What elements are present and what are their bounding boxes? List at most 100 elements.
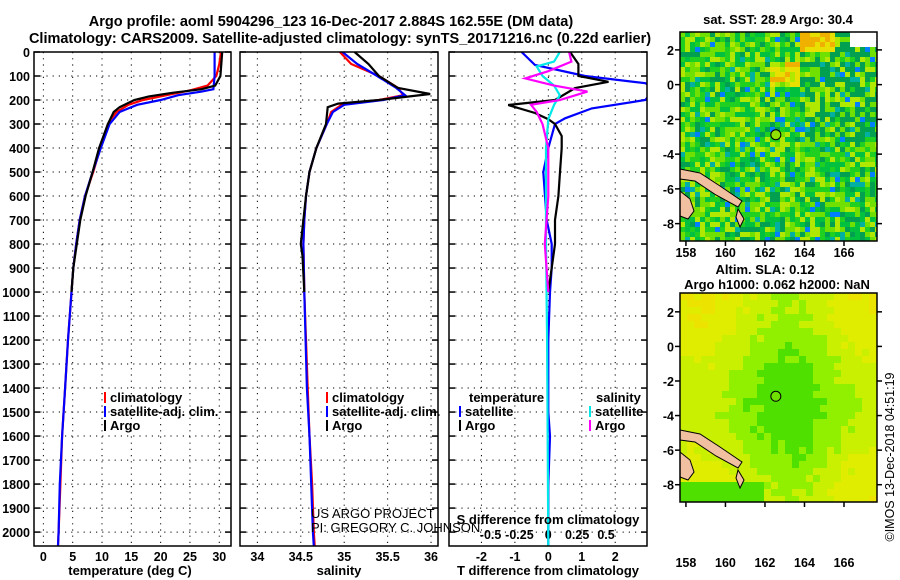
map-cell	[740, 97, 745, 102]
map-cell	[715, 42, 720, 47]
map-cell	[680, 112, 685, 117]
map-cell	[825, 42, 830, 47]
map-cell	[725, 217, 730, 222]
map-cell	[757, 307, 764, 314]
map-cell	[690, 107, 695, 112]
map-cell	[827, 328, 834, 335]
map-cell	[720, 172, 725, 177]
map-cell	[690, 232, 695, 237]
map-cell	[705, 87, 710, 92]
map-cell	[722, 384, 729, 391]
map-cell	[792, 321, 799, 328]
map-cell	[730, 137, 735, 142]
map-cell	[850, 52, 855, 57]
s-diff-tick-label: -0.25	[505, 528, 534, 542]
map-cell	[785, 127, 790, 132]
map-cell	[700, 212, 705, 217]
map-cell	[820, 227, 825, 232]
map-cell	[770, 192, 775, 197]
map-cell	[695, 122, 700, 127]
map-cell	[720, 32, 725, 37]
map-cell	[729, 419, 736, 426]
map-cell	[810, 167, 815, 172]
map-cell	[736, 342, 743, 349]
map-cell	[870, 102, 875, 107]
map-cell	[743, 335, 750, 342]
map-cell	[694, 307, 701, 314]
map-cell	[735, 42, 740, 47]
map-cell	[764, 412, 771, 419]
map-cell	[785, 177, 790, 182]
map-cell	[790, 152, 795, 157]
map-cell	[785, 102, 790, 107]
map-cell	[765, 32, 770, 37]
map-cell	[757, 461, 764, 468]
map-cell	[687, 377, 694, 384]
map-cell	[780, 82, 785, 87]
map-cell	[850, 237, 855, 241]
map-cell	[715, 82, 720, 87]
map-cell	[860, 147, 865, 152]
map-cell	[845, 32, 850, 37]
map-cell	[810, 207, 815, 212]
map-cell	[841, 475, 848, 482]
map-cell	[800, 237, 805, 241]
map-cell	[834, 370, 841, 377]
map-cell	[841, 454, 848, 461]
map-cell	[705, 227, 710, 232]
map-cell	[760, 82, 765, 87]
lon-tick-label: 160	[715, 556, 736, 570]
map-cell	[750, 167, 755, 172]
map-cell	[705, 137, 710, 142]
map-cell	[855, 468, 862, 475]
map-cell	[730, 142, 735, 147]
map-cell	[860, 92, 865, 97]
depth-tick-label: 1800	[2, 478, 30, 492]
map-cell	[694, 398, 701, 405]
map-cell	[840, 127, 845, 132]
map-cell	[770, 42, 775, 47]
map-cell	[815, 222, 820, 227]
map-cell	[790, 122, 795, 127]
map-cell	[745, 132, 750, 137]
map-cell	[841, 489, 848, 496]
map-cell	[695, 197, 700, 202]
map-cell	[685, 187, 690, 192]
map-cell	[690, 132, 695, 137]
map-cell	[830, 127, 835, 132]
map-cell	[735, 102, 740, 107]
map-cell	[735, 192, 740, 197]
map-cell	[848, 391, 855, 398]
map-cell	[745, 112, 750, 117]
map-cell	[875, 227, 877, 232]
map-cell	[705, 127, 710, 132]
map-cell	[785, 77, 790, 82]
map-cell	[875, 147, 877, 152]
map-cell	[795, 92, 800, 97]
map-cell	[805, 157, 810, 162]
map-cell	[771, 335, 778, 342]
map-cell	[750, 454, 757, 461]
lat-tick-label: -2	[663, 113, 674, 127]
s-diff-tick-label: -0.5	[480, 528, 502, 542]
map-cell	[805, 32, 810, 37]
map-cell	[750, 370, 757, 377]
map-cell	[745, 207, 750, 212]
map-cell	[770, 122, 775, 127]
map-cell	[875, 197, 877, 202]
map-cell	[760, 47, 765, 52]
map-cell	[743, 349, 750, 356]
map-cell	[790, 127, 795, 132]
map-cell	[850, 187, 855, 192]
map-cell	[775, 217, 780, 222]
map-cell	[701, 293, 708, 300]
map-cell	[830, 112, 835, 117]
map-cell	[869, 307, 876, 314]
map-cell	[806, 377, 813, 384]
map-cell	[765, 197, 770, 202]
map-cell	[810, 97, 815, 102]
map-cell	[820, 77, 825, 82]
map-cell	[805, 217, 810, 222]
map-cell	[830, 197, 835, 202]
map-cell	[725, 147, 730, 152]
